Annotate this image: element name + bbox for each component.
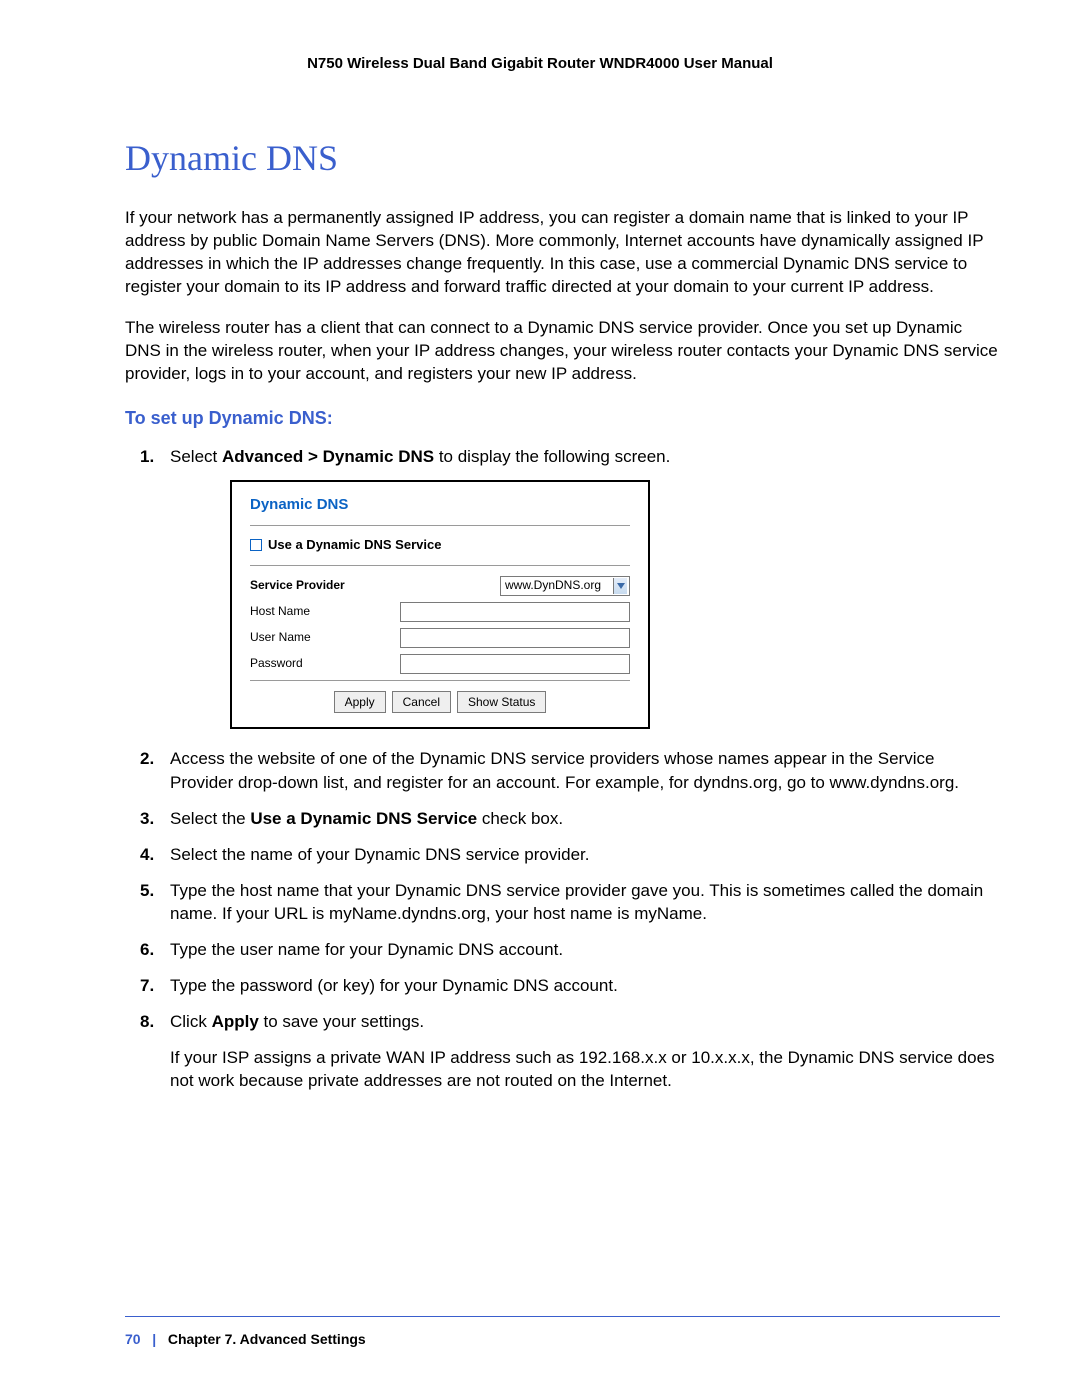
footer-rule: [125, 1316, 1000, 1317]
password-row: Password: [250, 654, 630, 674]
step-8-prefix: Click: [170, 1012, 212, 1031]
page-number: 70: [125, 1331, 141, 1347]
panel-title: Dynamic DNS: [250, 494, 630, 515]
step-1-prefix: Select: [170, 447, 222, 466]
use-ddns-row: Use a Dynamic DNS Service: [250, 536, 630, 554]
step-text: Select the name of your Dynamic DNS serv…: [170, 843, 1000, 867]
user-name-row: User Name: [250, 628, 630, 648]
step-text: Type the user name for your Dynamic DNS …: [170, 938, 1000, 962]
step-3-suffix: check box.: [477, 809, 563, 828]
step-1-bold: Advanced > Dynamic DNS: [222, 447, 434, 466]
show-status-button[interactable]: Show Status: [457, 691, 546, 714]
panel-divider: [250, 565, 630, 566]
panel-buttons: Apply Cancel Show Status: [250, 691, 630, 714]
service-provider-label: Service Provider: [250, 577, 400, 594]
step-1: 1. Select Advanced > Dynamic DNS to disp…: [140, 445, 1000, 469]
dynamic-dns-panel: Dynamic DNS Use a Dynamic DNS Service Se…: [230, 480, 650, 729]
setup-subheading: To set up Dynamic DNS:: [125, 408, 1000, 429]
password-label: Password: [250, 655, 400, 672]
panel-divider: [250, 525, 630, 526]
use-ddns-label: Use a Dynamic DNS Service: [268, 536, 441, 554]
intro-paragraph-2: The wireless router has a client that ca…: [125, 317, 1000, 386]
chapter-label: Chapter 7. Advanced Settings: [168, 1331, 366, 1347]
step-number: 8.: [140, 1010, 170, 1034]
step-text: Select the Use a Dynamic DNS Service che…: [170, 807, 1000, 831]
footer-separator: |: [152, 1331, 156, 1347]
step-2: 2. Access the website of one of the Dyna…: [140, 747, 1000, 795]
steps-list: 1. Select Advanced > Dynamic DNS to disp…: [140, 445, 1000, 1034]
step-text: Access the website of one of the Dynamic…: [170, 747, 1000, 795]
step-number: 5.: [140, 879, 170, 927]
step-number: 2.: [140, 747, 170, 795]
apply-button[interactable]: Apply: [334, 691, 386, 714]
step-text: Select Advanced > Dynamic DNS to display…: [170, 445, 1000, 469]
intro-paragraph-1: If your network has a permanently assign…: [125, 207, 1000, 299]
host-name-input[interactable]: [400, 602, 630, 622]
step-8-suffix: to save your settings.: [259, 1012, 424, 1031]
step-1-suffix: to display the following screen.: [434, 447, 670, 466]
step-number: 4.: [140, 843, 170, 867]
service-provider-select[interactable]: www.DynDNS.org: [500, 576, 630, 596]
chevron-down-icon: [613, 578, 627, 594]
password-input[interactable]: [400, 654, 630, 674]
step-text: Click Apply to save your settings.: [170, 1010, 1000, 1034]
step-text: Type the host name that your Dynamic DNS…: [170, 879, 1000, 927]
service-provider-row: Service Provider www.DynDNS.org: [250, 576, 630, 596]
host-name-label: Host Name: [250, 603, 400, 620]
use-ddns-checkbox[interactable]: [250, 539, 262, 551]
panel-divider: [250, 680, 630, 681]
page-heading: Dynamic DNS: [125, 137, 1000, 179]
step-3: 3. Select the Use a Dynamic DNS Service …: [140, 807, 1000, 831]
step-7: 7. Type the password (or key) for your D…: [140, 974, 1000, 998]
step-8-note: If your ISP assigns a private WAN IP add…: [170, 1046, 1000, 1094]
step-3-bold: Use a Dynamic DNS Service: [250, 809, 477, 828]
step-5: 5. Type the host name that your Dynamic …: [140, 879, 1000, 927]
step-number: 6.: [140, 938, 170, 962]
step-4: 4. Select the name of your Dynamic DNS s…: [140, 843, 1000, 867]
step-6: 6. Type the user name for your Dynamic D…: [140, 938, 1000, 962]
footer: 70 | Chapter 7. Advanced Settings: [125, 1331, 366, 1347]
manual-title: N750 Wireless Dual Band Gigabit Router W…: [80, 55, 1000, 72]
step-text: Type the password (or key) for your Dyna…: [170, 974, 1000, 998]
user-name-label: User Name: [250, 629, 400, 646]
step-8: 8. Click Apply to save your settings.: [140, 1010, 1000, 1034]
host-name-row: Host Name: [250, 602, 630, 622]
step-3-prefix: Select the: [170, 809, 250, 828]
step-8-bold: Apply: [212, 1012, 259, 1031]
step-number: 3.: [140, 807, 170, 831]
cancel-button[interactable]: Cancel: [392, 691, 451, 714]
step-number: 7.: [140, 974, 170, 998]
step-number: 1.: [140, 445, 170, 469]
user-name-input[interactable]: [400, 628, 630, 648]
service-provider-value: www.DynDNS.org: [505, 577, 601, 594]
